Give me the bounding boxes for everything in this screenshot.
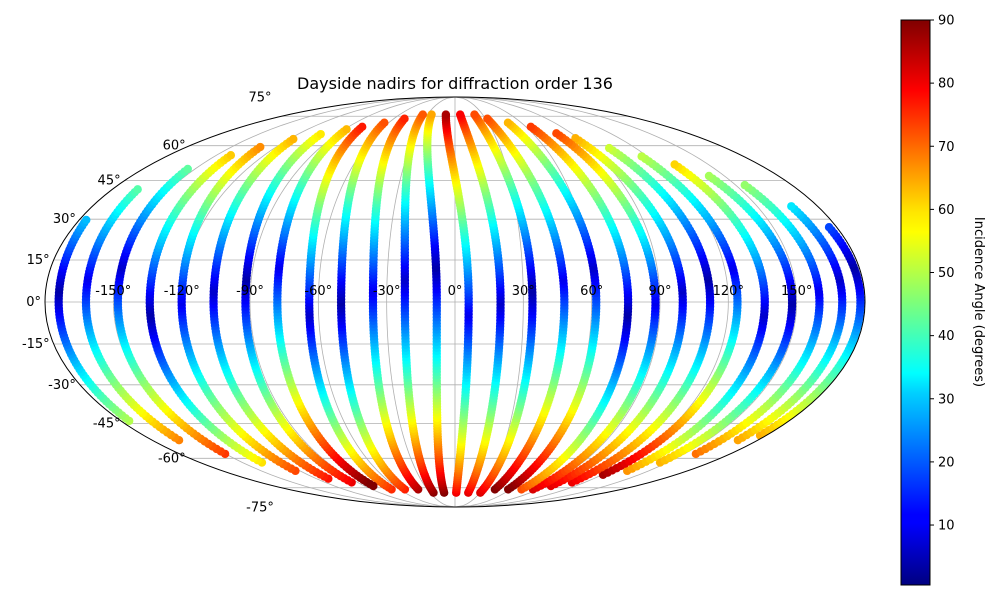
nadir-point xyxy=(604,143,614,153)
nadir-point xyxy=(400,114,409,123)
longitude-tick-label: 30° xyxy=(512,284,535,299)
nadir-point xyxy=(483,114,492,123)
nadir-point xyxy=(441,110,451,119)
nadir-point xyxy=(552,129,561,138)
latitude-tick-label: -45° xyxy=(93,416,121,431)
colorbar-tick-label: 70 xyxy=(938,140,955,155)
colorbar-tick-label: 50 xyxy=(938,266,955,281)
nadir-point xyxy=(571,134,580,143)
nadir-point xyxy=(740,180,749,190)
colorbar-label: Incidence Angle (degrees) xyxy=(971,217,986,387)
nadir-point xyxy=(358,122,367,132)
nadir-point xyxy=(637,152,646,161)
latitude-tick-label: 45° xyxy=(98,174,121,189)
latitude-tick-label: -15° xyxy=(22,337,50,352)
chart-title: Dayside nadirs for diffraction order 136 xyxy=(297,74,613,93)
nadir-point xyxy=(526,122,536,132)
longitude-tick-label: -90° xyxy=(236,284,264,299)
latitude-tick-label: 0° xyxy=(26,295,41,310)
nadir-point xyxy=(342,125,351,134)
latitude-tick-label: -75° xyxy=(246,501,274,516)
longitude-gridline xyxy=(112,97,456,507)
colorbar-gradient xyxy=(900,19,931,586)
colorbar-tick-label: 30 xyxy=(938,392,955,407)
longitude-tick-label: 90° xyxy=(648,284,671,299)
nadir-point xyxy=(787,202,796,211)
nadir-point xyxy=(418,110,427,119)
nadir-point xyxy=(427,110,436,119)
nadir-point xyxy=(256,142,265,152)
nadir-point xyxy=(316,129,325,139)
longitude-tick-label: 60° xyxy=(580,284,603,299)
nadir-point xyxy=(670,160,679,169)
longitude-tick-label: -150° xyxy=(95,284,131,299)
longitude-tick-label: -60° xyxy=(304,284,332,299)
nadir-point xyxy=(380,118,389,127)
nadir-point xyxy=(82,215,91,225)
longitude-tick-label: 120° xyxy=(713,284,744,299)
colorbar-tick-label: 80 xyxy=(938,77,955,92)
nadir-point xyxy=(226,151,236,160)
nadir-point xyxy=(455,110,465,119)
latitude-tick-label: -60° xyxy=(158,451,186,466)
colorbar-tick-label: 40 xyxy=(938,329,955,344)
colorbar: 10 20 30 40 50 60 70 80 90 Incidence Angle (degr… xyxy=(900,14,986,586)
colorbar-ticks: 10 20 30 40 50 60 70 80 90 xyxy=(930,14,955,534)
colorbar-tick-label: 20 xyxy=(938,455,955,470)
longitude-tick-label: -120° xyxy=(164,284,200,299)
colorbar-tick-label: 60 xyxy=(938,203,955,218)
latitude-tick-label: 60° xyxy=(163,139,186,154)
longitude-gridline xyxy=(249,97,456,507)
nadir-point xyxy=(470,110,479,119)
nadir-point xyxy=(704,171,714,181)
nadir-point xyxy=(183,164,192,174)
longitude-tick-labels: -150° -120° -90° -60° -30° 0° 30° 60° 90° 120° 150… xyxy=(95,284,812,299)
latitude-tick-label: -30° xyxy=(48,378,76,393)
nadir-point xyxy=(503,118,513,127)
nadir-point xyxy=(289,134,298,144)
nadir-point xyxy=(133,185,142,194)
nadir-point xyxy=(824,223,834,232)
latitude-tick-label: 75° xyxy=(248,90,271,105)
colorbar-tick-label: 90 xyxy=(938,14,955,29)
data-points xyxy=(54,110,865,497)
longitude-tick-label: 150° xyxy=(781,284,812,299)
latitude-tick-label: 30° xyxy=(53,212,76,227)
longitude-tick-label: 0° xyxy=(448,284,463,299)
longitude-tick-label: -30° xyxy=(373,284,401,299)
colorbar-tick-label: 10 xyxy=(938,519,955,534)
latitude-tick-label: 15° xyxy=(27,253,50,268)
